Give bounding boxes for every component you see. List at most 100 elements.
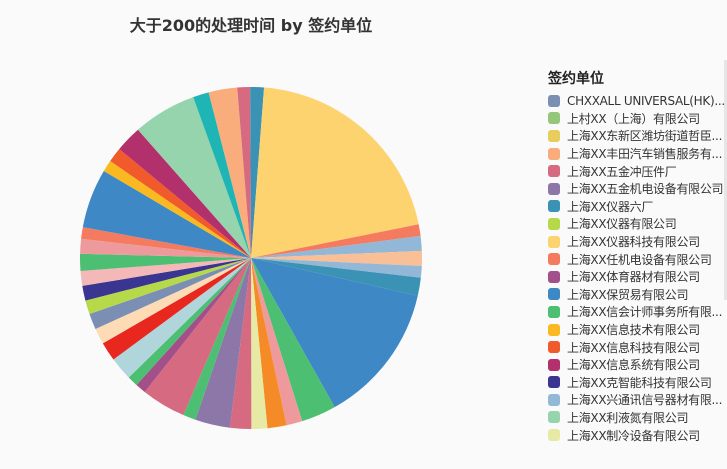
legend-label: 上海XX东新区潍坊街道哲臣... xyxy=(567,129,723,144)
pie-slice[interactable] xyxy=(237,87,251,258)
legend-swatch-icon xyxy=(548,288,560,301)
pie-slice[interactable] xyxy=(251,258,303,426)
legend-swatch-icon xyxy=(548,182,560,195)
legend-label: 上海XX信会计师事务所有限... xyxy=(567,305,723,320)
legend-item[interactable]: 上海XX保贸易有限公司 xyxy=(548,286,726,304)
legend-label: 上海XX仪器有限公司 xyxy=(567,217,677,232)
pie-slice[interactable] xyxy=(89,258,251,330)
pie-slice[interactable] xyxy=(195,258,251,428)
pie-slice[interactable] xyxy=(229,258,252,430)
legend-swatch-icon xyxy=(548,358,560,371)
pie-slice[interactable] xyxy=(208,87,251,258)
pie-slice[interactable] xyxy=(137,97,251,258)
pie-slice[interactable] xyxy=(251,224,421,258)
pie-slice[interactable] xyxy=(250,86,265,258)
legend-label: 上海XX体育器材有限公司 xyxy=(567,270,700,285)
legend-swatch-icon xyxy=(548,112,560,125)
pie-slice[interactable] xyxy=(85,258,251,315)
legend-item[interactable]: 上海XX兴通讯信号器材有限... xyxy=(548,391,726,409)
legend-label: 上海XX信息系统有限公司 xyxy=(567,358,700,373)
legend-label: 上海XX任机电设备有限公司 xyxy=(567,252,712,267)
legend-item[interactable]: 上海XX五金冲压件厂 xyxy=(548,162,726,180)
legend-items: CHXXALL UNIVERSAL(HK)... 上村XX（上海）有限公司 上海XX… xyxy=(548,92,726,444)
pie-slice[interactable] xyxy=(136,258,251,392)
pie-slice[interactable] xyxy=(82,258,251,301)
legend-swatch-icon xyxy=(548,217,560,230)
legend-item[interactable]: 上村XX（上海）有限公司 xyxy=(548,110,726,128)
legend-title: 签约单位 xyxy=(548,71,604,87)
legend-item[interactable]: 上海XX东新区潍坊街道哲臣... xyxy=(548,127,726,145)
legend-swatch-icon xyxy=(548,129,560,142)
pie-slice[interactable] xyxy=(81,227,251,258)
legend-swatch-icon xyxy=(548,429,560,442)
pie-slice[interactable] xyxy=(110,148,252,258)
pie-chart xyxy=(79,86,422,430)
legend-swatch-icon xyxy=(548,305,560,318)
legend-label: 上村XX（上海）有限公司 xyxy=(567,111,700,126)
legend-label: 上海XX信息科技有限公司 xyxy=(567,340,700,355)
legend-swatch-icon xyxy=(548,393,560,406)
legend-item[interactable]: 上海XX体育器材有限公司 xyxy=(548,268,726,286)
pie-slice[interactable] xyxy=(251,258,422,278)
legend-item[interactable]: 上海XX制冷设备有限公司 xyxy=(548,426,726,444)
pie-slice[interactable] xyxy=(79,253,251,271)
legend-label: CHXXALL UNIVERSAL(HK)... xyxy=(567,93,725,108)
legend-item[interactable]: 上海XX信息技术有限公司 xyxy=(548,321,726,339)
legend-item[interactable]: 上海XX信会计师事务所有限... xyxy=(548,303,726,321)
pie-slice[interactable] xyxy=(95,258,251,344)
legend-label: 上海XX五金冲压件厂 xyxy=(567,164,677,179)
legend-swatch-icon xyxy=(548,323,560,336)
pie-slice[interactable] xyxy=(251,235,422,258)
pie-slice[interactable] xyxy=(251,258,268,429)
legend-label: 上海XX丰田汽车销售服务有... xyxy=(567,147,723,162)
pie-slice[interactable] xyxy=(144,258,251,416)
chart-title: 大于200的处理时间 by 签约单位 xyxy=(129,16,373,35)
legend-item[interactable]: 上海XX丰田汽车销售服务有... xyxy=(548,145,726,163)
pie-slice[interactable] xyxy=(102,258,251,360)
pie-slice[interactable] xyxy=(103,160,251,258)
pie-slice[interactable] xyxy=(193,92,251,258)
legend-label: 上海XX信息技术有限公司 xyxy=(567,323,700,338)
pie-slice[interactable] xyxy=(251,258,287,429)
legend-label: 上海XX仪器科技有限公司 xyxy=(567,235,700,250)
legend-item[interactable]: 上海XX仪器六厂 xyxy=(548,198,726,216)
legend-item[interactable]: 上海XX五金机电设备有限公司 xyxy=(548,180,726,198)
legend-label: 上海XX五金机电设备有限公司 xyxy=(567,182,724,197)
legend-swatch-icon xyxy=(548,253,560,266)
legend-label: 上海XX仪器六厂 xyxy=(567,199,654,214)
legend-item[interactable]: 上海XX信息系统有限公司 xyxy=(548,356,726,374)
legend-swatch-icon xyxy=(548,200,560,213)
legend-swatch-icon xyxy=(548,270,560,283)
pie-slice[interactable] xyxy=(183,258,251,420)
pie-slice[interactable] xyxy=(80,258,252,286)
legend-item[interactable]: CHXXALL UNIVERSAL(HK)... xyxy=(548,92,726,110)
legend-item[interactable]: 上海XX信息科技有限公司 xyxy=(548,338,726,356)
pie-slice[interactable] xyxy=(128,258,251,385)
pie-slice[interactable] xyxy=(113,258,251,378)
pie-slice[interactable] xyxy=(119,129,251,258)
legend-item[interactable]: 上海XX任机电设备有限公司 xyxy=(548,250,726,268)
pie-slice[interactable] xyxy=(80,238,251,258)
pie-slice[interactable] xyxy=(251,258,335,422)
pie-slice[interactable] xyxy=(251,258,418,408)
legend-label: 上海XX兴通讯信号器材有限... xyxy=(567,393,723,408)
legend-swatch-icon xyxy=(548,165,560,178)
legend-item[interactable]: 上海XX克智能科技有限公司 xyxy=(548,374,726,392)
legend-label: 上海XX保贸易有限公司 xyxy=(567,287,689,302)
legend-swatch-icon xyxy=(548,341,560,354)
pie-slice[interactable] xyxy=(251,87,419,259)
legend-item[interactable]: 上海XX仪器有限公司 xyxy=(548,215,726,233)
pie-slice[interactable] xyxy=(251,250,422,266)
legend-swatch-icon xyxy=(548,411,560,424)
legend-item[interactable]: 上海XX利液氮有限公司 xyxy=(548,409,726,427)
legend-label: 上海XX制冷设备有限公司 xyxy=(567,428,700,443)
legend-swatch-icon xyxy=(548,235,560,248)
legend-swatch-icon xyxy=(548,376,560,389)
pie-slice[interactable] xyxy=(82,170,251,258)
legend-swatch-icon xyxy=(548,147,560,160)
legend-item[interactable]: 上海XX仪器科技有限公司 xyxy=(548,233,726,251)
legend-scrollbar[interactable] xyxy=(724,60,727,300)
legend-label: 上海XX利液氮有限公司 xyxy=(567,410,689,425)
pie-slice[interactable] xyxy=(251,258,421,296)
legend: 签约单位 CHXXALL UNIVERSAL(HK)... 上村XX（上海）有限公… xyxy=(548,68,726,444)
